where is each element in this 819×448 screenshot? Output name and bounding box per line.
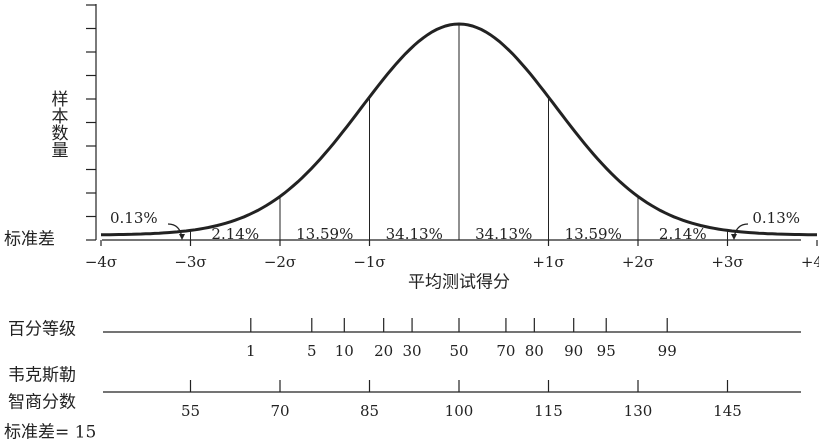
percentile-value: 30	[403, 342, 422, 360]
area-label: 34.13%	[386, 225, 443, 243]
percentile-value: 95	[597, 342, 616, 360]
sigma-label: −2σ	[264, 253, 296, 271]
percentile-value: 20	[374, 342, 393, 360]
area-label: 2.14%	[211, 225, 259, 243]
area-label: 0.13%	[110, 209, 158, 227]
sd-label: 标准差	[4, 230, 55, 250]
wechsler-sd-note: 标准差= 15	[4, 423, 96, 443]
wechsler-value: 70	[270, 402, 289, 420]
wechsler-value: 55	[181, 402, 200, 420]
percentile-value: 80	[525, 342, 544, 360]
wechsler-label: 韦克斯勒	[8, 366, 76, 386]
wechsler-value: 130	[624, 402, 653, 420]
sigma-label: +1σ	[532, 253, 564, 271]
percentile-value: 10	[335, 342, 354, 360]
percentile-value: 1	[246, 342, 256, 360]
wechsler-value: 115	[534, 402, 563, 420]
sigma-label: −3σ	[174, 253, 206, 271]
area-label: 2.14%	[659, 225, 707, 243]
arrow-head	[179, 234, 185, 240]
sigma-label: +3σ	[711, 253, 743, 271]
area-label: 34.13%	[475, 225, 532, 243]
sigma-label: −4σ	[85, 253, 117, 271]
area-label: 13.59%	[565, 225, 622, 243]
sigma-label: +2σ	[622, 253, 654, 271]
x-axis-title: 平均测试得分	[408, 273, 510, 293]
wechsler-label: 智商分数	[8, 393, 76, 413]
percentile-value: 99	[658, 342, 677, 360]
wechsler-value: 85	[360, 402, 379, 420]
area-label: 13.59%	[296, 225, 353, 243]
wechsler-value: 100	[445, 402, 474, 420]
wechsler-value: 145	[713, 402, 742, 420]
percentile-label: 百分等级	[8, 320, 76, 340]
area-label: 0.13%	[752, 209, 800, 227]
percentile-value: 50	[449, 342, 468, 360]
sigma-label: −1σ	[353, 253, 385, 271]
percentile-value: 5	[307, 342, 317, 360]
y-axis-label: 样本数量	[48, 90, 69, 158]
percentile-value: 70	[496, 342, 515, 360]
arrow-head	[731, 234, 737, 240]
sigma-label: +4σ	[801, 253, 819, 271]
percentile-value: 90	[564, 342, 583, 360]
